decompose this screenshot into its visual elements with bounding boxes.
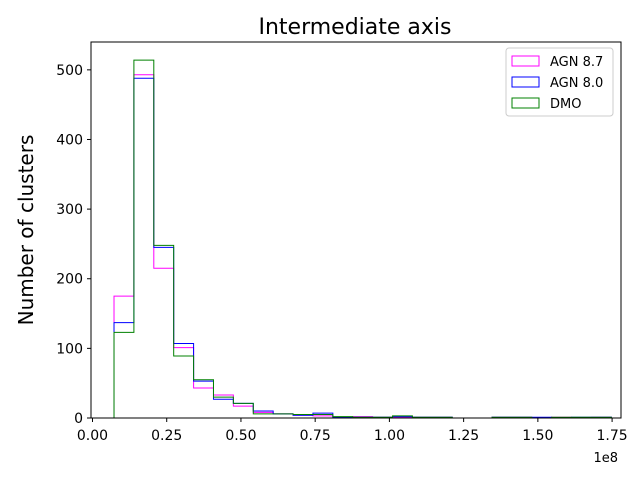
y-tick-label: 100 — [56, 341, 83, 357]
y-tick-label: 300 — [56, 202, 83, 218]
x-tick-label: 0.00 — [77, 428, 108, 444]
y-axis-label: Number of clusters — [14, 135, 38, 326]
x-tick-label: 1.00 — [374, 428, 405, 444]
legend-label-3: DMO — [550, 97, 581, 112]
legend-label-1: AGN 8.7 — [550, 55, 603, 70]
y-tick-label: 400 — [56, 132, 83, 148]
legend-swatch-1 — [511, 55, 540, 67]
x-tick-label: 1.25 — [448, 428, 479, 444]
y-tick-label: 200 — [56, 272, 83, 288]
series-3-step-line — [113, 59, 612, 419]
legend-frame — [505, 47, 614, 117]
x-tick-label: 0.25 — [151, 428, 182, 444]
x-tick-label: 0.50 — [225, 428, 256, 444]
y-axis-ticks: 0 100 200 300 400 500 — [56, 63, 91, 427]
axes-frame — [90, 41, 622, 419]
x-tick-label: 0.75 — [300, 428, 331, 444]
legend: AGN 8.7 AGN 8.0 DMO — [505, 47, 614, 117]
x-tick-label: 1.50 — [522, 428, 553, 444]
legend-label-2: AGN 8.0 — [550, 76, 603, 91]
axes — [90, 41, 622, 419]
legend-swatch-2 — [511, 76, 540, 88]
x-axis-ticks: 0.00 0.25 0.50 0.75 1.00 1.25 1.50 1.75 — [77, 418, 628, 444]
y-tick-label: 0 — [74, 411, 83, 427]
x-tick-label: 1.75 — [597, 428, 628, 444]
x-offset-label: 1e8 — [593, 451, 618, 466]
y-tick-label: 500 — [56, 63, 83, 79]
legend-swatch-3 — [511, 97, 540, 109]
chart-title: Intermediate axis — [258, 15, 451, 40]
